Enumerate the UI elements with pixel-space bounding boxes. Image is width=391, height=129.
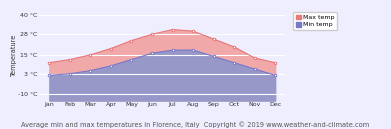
Legend: Max temp, Min temp: Max temp, Min temp xyxy=(294,12,337,30)
Y-axis label: Temperature: Temperature xyxy=(11,34,17,76)
Text: Average min and max temperatures in Florence, Italy  Copyright © 2019 www.weathe: Average min and max temperatures in Flor… xyxy=(22,121,369,128)
